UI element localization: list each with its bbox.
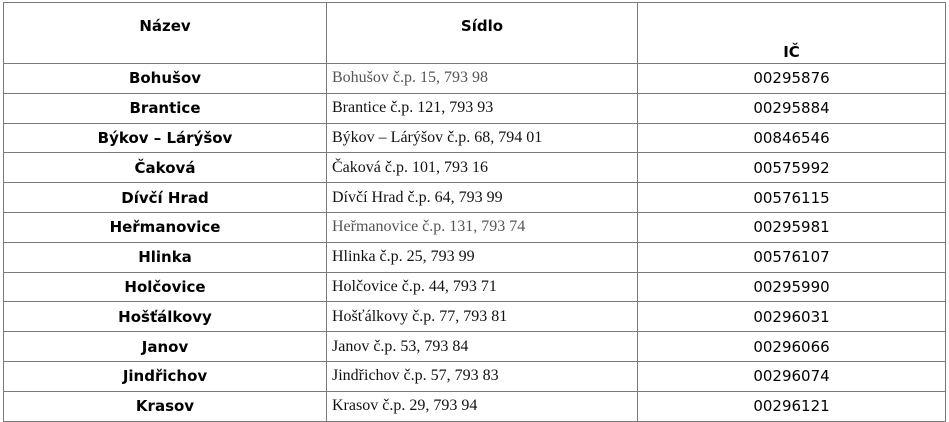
header-nazev: Název xyxy=(3,2,327,64)
name-cell: Jindřichov xyxy=(3,360,327,392)
name-cell: Hlinka xyxy=(3,241,327,273)
ic-cell: 00295981 xyxy=(637,211,946,243)
ic-cell: 00576115 xyxy=(637,182,946,213)
name-cell: Krasov xyxy=(3,390,327,422)
ic-cell: 00575992 xyxy=(637,152,946,184)
name-cell: Býkov – Lárýšov xyxy=(3,122,327,154)
name-cell: Čaková xyxy=(3,152,327,184)
table-row: Holčovice Holčovice č.p. 44, 793 71 002959… xyxy=(3,271,946,303)
name-cell: Heřmanovice xyxy=(3,211,327,243)
header-row: Název Sídlo IČ xyxy=(3,2,946,64)
address-cell: Krasov č.p. 29, 793 94 xyxy=(326,390,638,422)
address-cell: Holčovice č.p. 44, 793 71 xyxy=(326,271,638,303)
address-cell: Brantice č.p. 121, 793 93 xyxy=(326,92,638,124)
address-cell: Jindřichov č.p. 57, 793 83 xyxy=(326,360,638,392)
ic-cell: 00295884 xyxy=(637,92,946,124)
ic-cell: 00296031 xyxy=(637,301,946,333)
ic-cell: 00576107 xyxy=(637,241,946,273)
header-ic: IČ xyxy=(637,2,946,64)
address-cell: Heřmanovice č.p. 131, 793 74 xyxy=(326,211,638,243)
name-cell: Bohušov xyxy=(3,63,327,94)
ic-cell: 00295990 xyxy=(637,271,946,303)
name-cell: Brantice xyxy=(3,92,327,124)
ic-cell: 00296121 xyxy=(637,390,946,422)
address-cell: Čaková č.p. 101, 793 16 xyxy=(326,152,638,184)
ic-cell: 00296074 xyxy=(637,360,946,392)
header-sidlo: Sídlo xyxy=(326,2,638,64)
table-row: Hlinka Hlinka č.p. 25, 793 99 00576107 xyxy=(3,241,946,273)
table-row: Čaková Čaková č.p. 101, 793 16 00575992 xyxy=(3,152,946,184)
address-cell: Bohušov č.p. 15, 793 98 xyxy=(326,63,638,94)
name-cell: Dívčí Hrad xyxy=(3,182,327,213)
address-cell: Hlinka č.p. 25, 793 99 xyxy=(326,241,638,273)
ic-cell: 00295876 xyxy=(637,63,946,94)
table-row: Heřmanovice Heřmanovice č.p. 131, 793 74 0… xyxy=(3,211,946,243)
ic-cell: 00296066 xyxy=(637,331,946,362)
table-row: Hošťálkovy Hošťálkovy č.p. 77, 793 81 0029… xyxy=(3,301,946,333)
address-cell: Hošťálkovy č.p. 77, 793 81 xyxy=(326,301,638,333)
address-cell: Janov č.p. 53, 793 84 xyxy=(326,331,638,362)
table-row: Janov Janov č.p. 53, 793 84 00296066 xyxy=(3,331,946,362)
address-cell: Dívčí Hrad č.p. 64, 793 99 xyxy=(326,182,638,213)
table-row: Krasov Krasov č.p. 29, 793 94 00296121 xyxy=(3,390,946,422)
table-row: Brantice Brantice č.p. 121, 793 93 0029588… xyxy=(3,92,946,124)
ic-cell: 00846546 xyxy=(637,122,946,154)
municipalities-table: Název Sídlo IČ Bohušov Bohušov č.p. 15, 7… xyxy=(3,2,946,422)
name-cell: Holčovice xyxy=(3,271,327,303)
table-row: Býkov – Lárýšov Býkov – Lárýšov č.p. 68, … xyxy=(3,122,946,154)
address-cell: Býkov – Lárýšov č.p. 68, 794 01 xyxy=(326,122,638,154)
name-cell: Hošťálkovy xyxy=(3,301,327,333)
table-row: Jindřichov Jindřichov č.p. 57, 793 83 0029… xyxy=(3,360,946,392)
name-cell: Janov xyxy=(3,331,327,362)
table-row: Dívčí Hrad Dívčí Hrad č.p. 64, 793 99 0057… xyxy=(3,182,946,213)
table-row: Bohušov Bohušov č.p. 15, 793 98 00295876 xyxy=(3,63,946,94)
